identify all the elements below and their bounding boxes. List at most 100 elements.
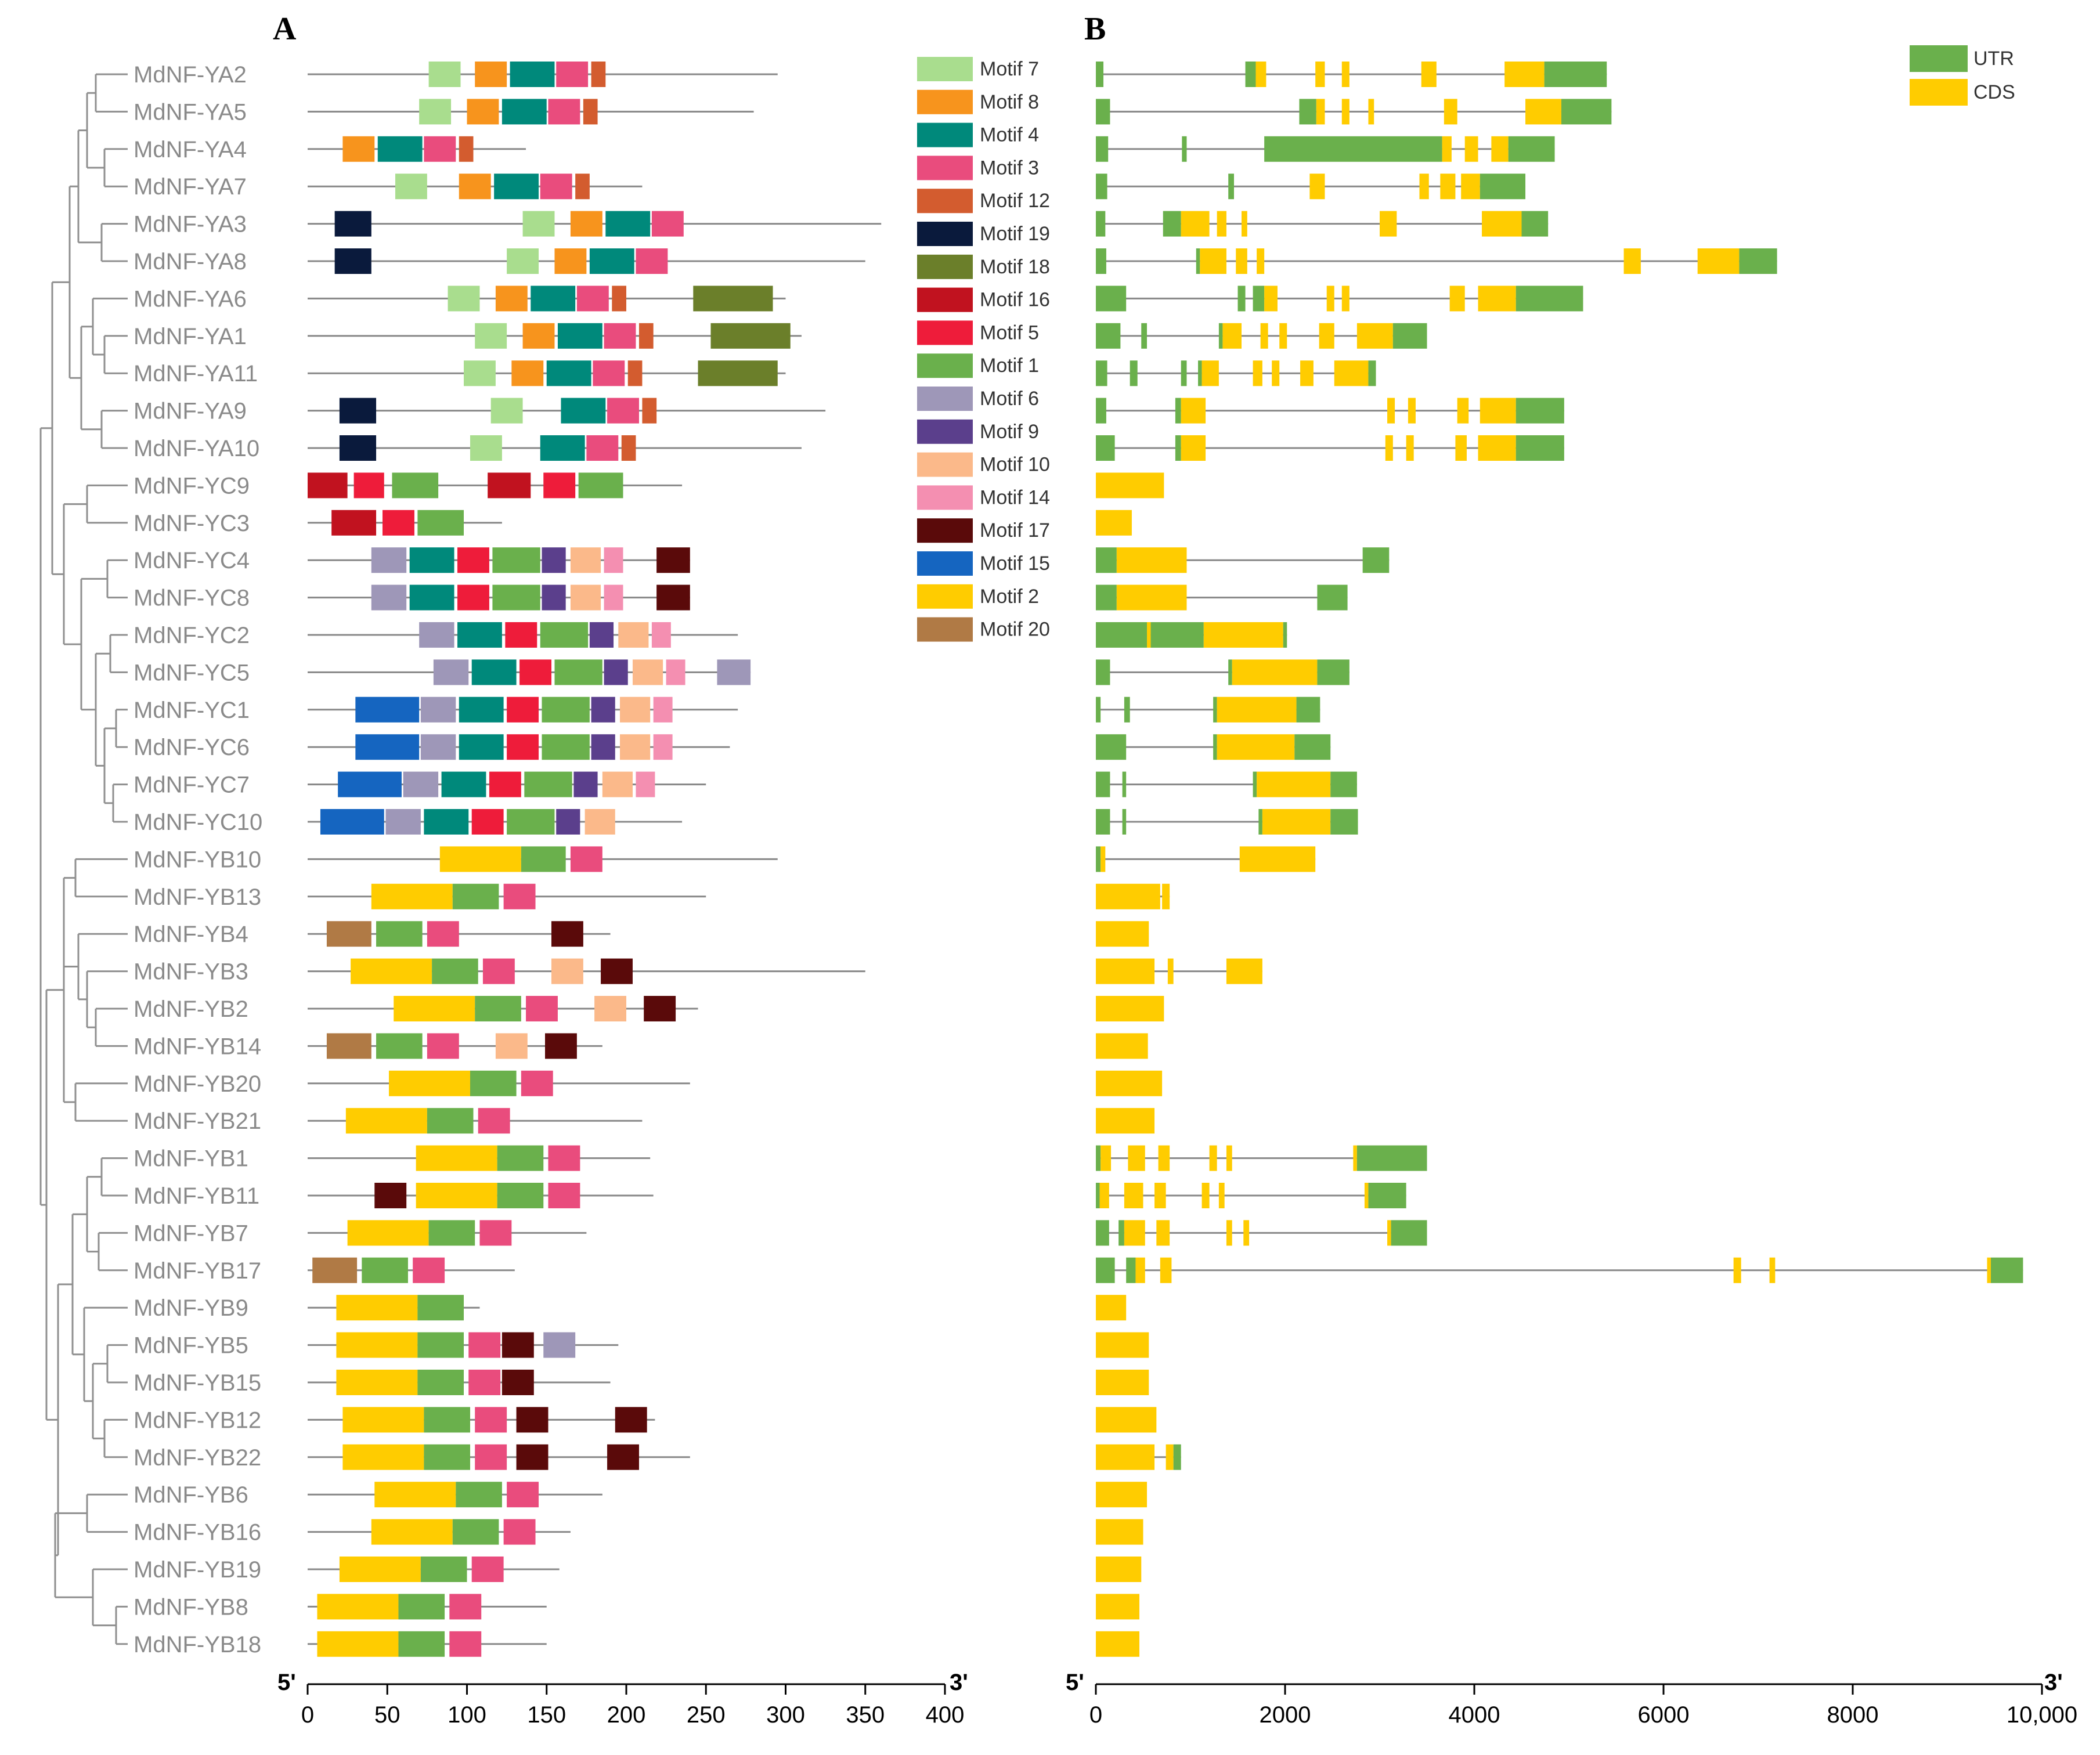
utr-segment [1196, 248, 1200, 274]
gene-label: MdNF-YA8 [133, 249, 247, 275]
motif-box [584, 809, 615, 835]
motif-box [417, 1370, 464, 1395]
gene-label: MdNF-YB12 [133, 1407, 261, 1433]
motif-box [573, 771, 598, 797]
motif-box [479, 1220, 512, 1246]
utr-segment [1096, 584, 1117, 611]
motif-box [495, 1033, 528, 1059]
gene-label: MdNF-YB15 [133, 1370, 261, 1396]
utr-segment [1330, 809, 1358, 835]
motif-box [345, 1108, 427, 1134]
motif-box [424, 1444, 470, 1470]
cds-segment [1769, 1257, 1776, 1283]
gene-label: MdNF-YC7 [133, 772, 250, 798]
motif-axis-3prime: 3' [950, 1670, 968, 1695]
motif-axis-tick-label: 300 [766, 1702, 805, 1728]
motif-box [376, 1033, 423, 1059]
motif-box [452, 1519, 499, 1545]
cds-segment [1201, 1183, 1210, 1208]
motif-box [503, 1519, 536, 1545]
utr-segment [1990, 1257, 2023, 1283]
motif-legend-label: Motif 6 [980, 388, 1039, 410]
motif-box [698, 360, 778, 387]
cds-segment [1160, 1257, 1172, 1283]
motif-box [428, 1220, 475, 1246]
cds-segment [1226, 1145, 1232, 1171]
motif-box [459, 734, 504, 760]
utr-segment [1317, 659, 1350, 685]
gene-label: MdNF-YA10 [133, 436, 259, 461]
cds-segment [1444, 99, 1457, 125]
cds-segment [1100, 846, 1106, 872]
cds-segment [1124, 1183, 1143, 1208]
motif-box [371, 547, 407, 573]
phylogenetic-tree [39, 73, 128, 1645]
utr-segment [1294, 734, 1331, 760]
utr-segment [1096, 696, 1101, 723]
utr-segment [1096, 846, 1101, 872]
motif-legend-swatch [917, 387, 973, 411]
motif-box [510, 62, 555, 87]
motif-box [653, 734, 673, 760]
motif-box [459, 174, 491, 200]
motif-box [326, 921, 371, 947]
utr-segment [1096, 659, 1110, 685]
motif-box [424, 136, 456, 162]
cds-segment [1319, 323, 1334, 349]
motif-box [591, 696, 615, 723]
motif-box [612, 286, 626, 312]
motif-box [570, 584, 601, 611]
motif-box [589, 248, 634, 274]
cds-segment [1096, 1033, 1148, 1059]
motif-box [511, 360, 544, 387]
gene-label: MdNF-YA3 [133, 212, 247, 237]
motif-box [347, 1220, 429, 1246]
motif-legend: Motif 7 Motif 8 Motif 4 Motif 3 Motif 12 Moti… [917, 57, 1050, 642]
motif-box [604, 584, 623, 611]
gene-label: MdNF-YC10 [133, 810, 262, 835]
motif-axis-tick-label: 150 [527, 1702, 566, 1728]
motif-box [470, 1070, 517, 1096]
cds-segment [1239, 846, 1316, 872]
motif-box [471, 659, 517, 685]
motif-box [561, 398, 606, 424]
motif-box [395, 174, 427, 200]
motif-box [710, 323, 791, 349]
motif-legend-label: Motif 3 [980, 157, 1039, 179]
motif-box [475, 62, 507, 87]
motif-legend-swatch [917, 222, 973, 246]
gene-label: MdNF-YB10 [133, 847, 261, 872]
cds-segment [1096, 996, 1164, 1021]
utr-segment [1228, 659, 1232, 685]
motif-box [424, 1407, 470, 1433]
motif-box [575, 174, 590, 200]
cds-segment [1987, 1257, 1991, 1283]
cds-segment [1464, 136, 1478, 162]
motif-box [636, 248, 668, 274]
motif-box [459, 696, 504, 723]
cds-segment [1243, 1220, 1250, 1246]
motif-box [334, 211, 371, 237]
cds-segment [1264, 286, 1278, 312]
motif-legend-swatch [917, 254, 973, 279]
gene-legend-swatch [1910, 79, 1968, 106]
utr-segment [1181, 360, 1187, 387]
motif-box [505, 622, 537, 648]
cds-segment [1096, 1444, 1155, 1470]
utr-segment [1516, 286, 1583, 312]
cds-segment [1242, 211, 1247, 237]
motif-box [413, 1257, 445, 1283]
motif-box [656, 547, 690, 573]
motif-box [336, 1370, 418, 1395]
gene-label: MdNF-YA6 [133, 286, 247, 312]
utr-segment [1096, 1257, 1115, 1283]
motif-box [338, 771, 402, 797]
motif-box [516, 1444, 549, 1470]
utr-segment [1561, 99, 1612, 125]
motif-legend-label: Motif 20 [980, 619, 1050, 641]
motif-box [478, 1108, 510, 1134]
gene-axis-tick-label: 10,000 [2007, 1702, 2077, 1728]
motif-box [492, 547, 540, 573]
motif-box [331, 510, 377, 536]
